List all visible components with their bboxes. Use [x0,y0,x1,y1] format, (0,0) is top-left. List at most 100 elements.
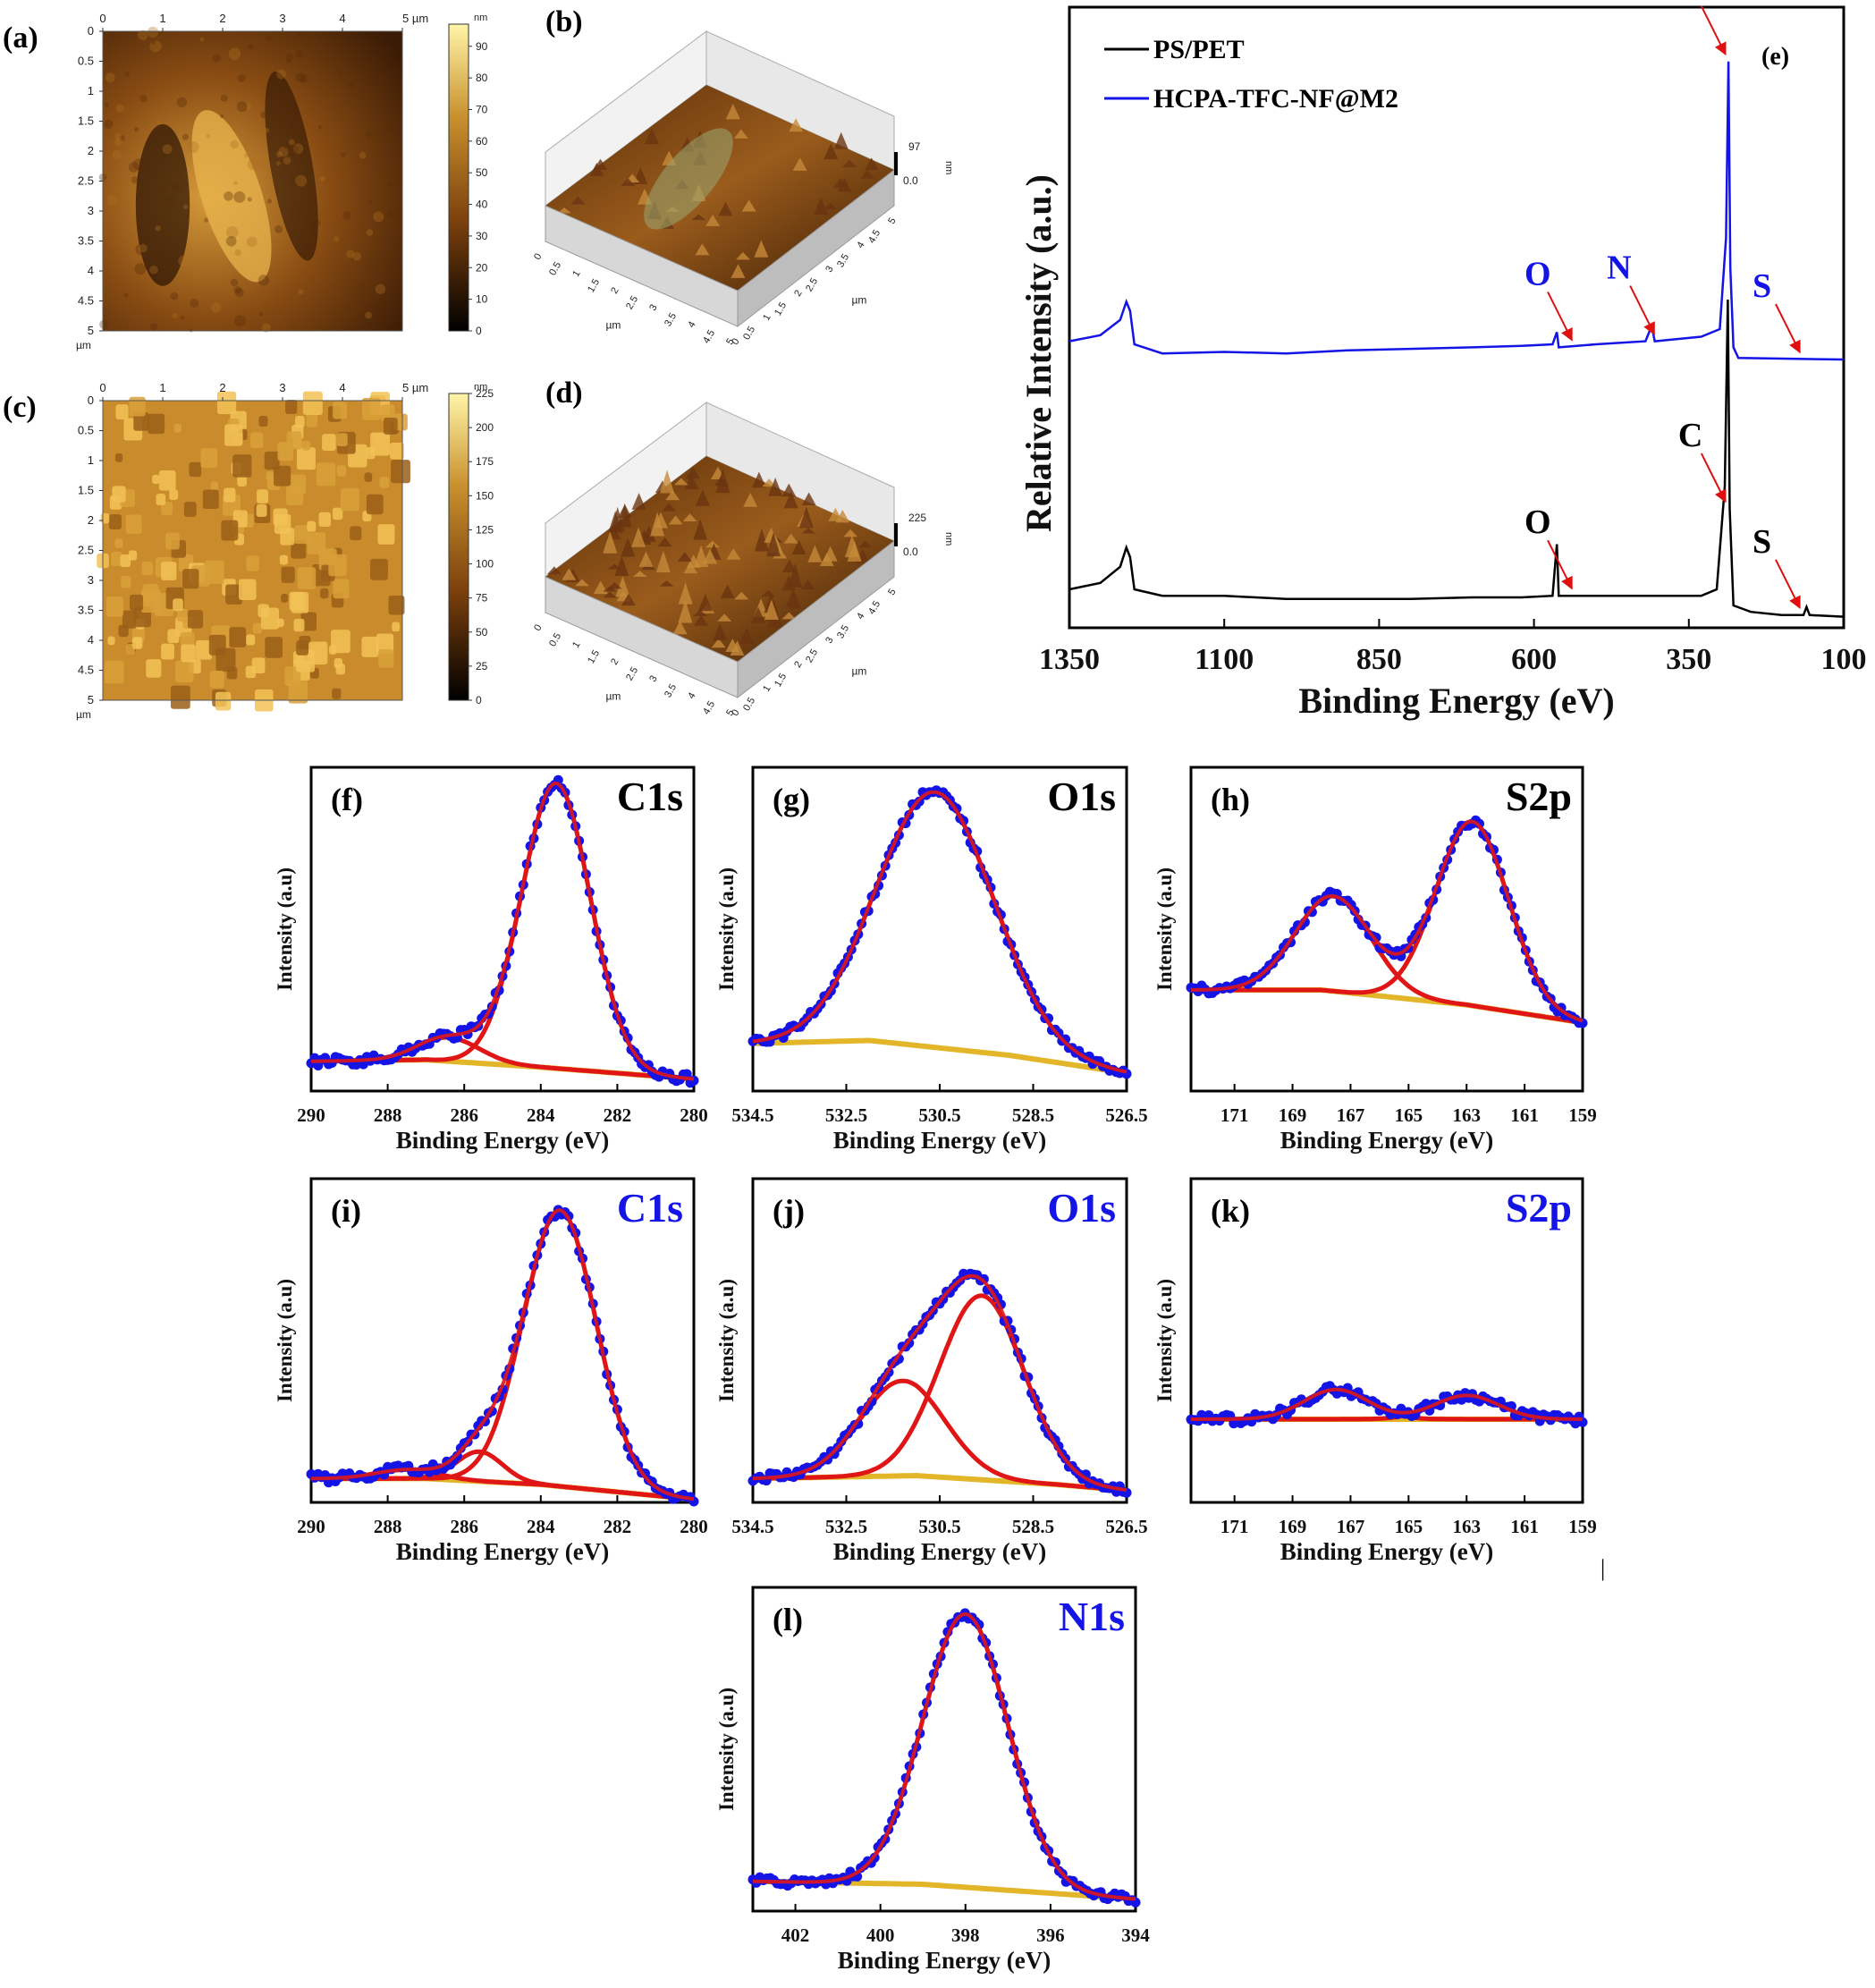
afm-grain [291,540,307,559]
afm-grain [100,512,110,524]
afm-peak [617,503,632,528]
afm-grain [333,579,350,599]
afm-noise [138,30,148,41]
axis-tick-label: 1.5 [586,648,602,665]
afm-grain [210,481,219,492]
afm-peak [682,513,697,521]
afm-peak [788,563,803,588]
afm-grain [221,520,239,541]
afm-grain [131,637,143,649]
afm-noise [182,204,189,209]
afm-grain [295,416,305,427]
x-tick-label: 528.5 [1012,1104,1054,1126]
afm-noise [237,74,246,82]
afm-grain [316,462,336,486]
afm-noise [170,292,179,300]
xps-hr-panel-j: 534.5 532.5 530.5 528.5 526.5 Binding Energy … [715,1177,1148,1565]
afm-y-tick-label: 0 [88,393,94,407]
afm-noise [287,144,299,156]
afm-grain [114,538,123,548]
x-tick-label: 532.5 [825,1104,867,1126]
afm-grain [258,604,269,618]
afm-peak [783,533,798,544]
afm-grain [281,594,289,603]
afm-noise [210,302,222,313]
afm-grain [229,627,247,647]
afm-grain [115,404,129,420]
x-tick-label: 286 [450,1104,478,1126]
element-label: S2p [1506,774,1572,819]
afm-noise [233,190,246,203]
afm-noise [124,72,131,77]
box-wall [705,402,895,542]
fit-envelope [752,790,1128,1074]
stray-bar-mark: | [1601,1555,1605,1581]
element-label: O1s [1047,774,1116,819]
afm-grain [182,569,199,589]
afm-peak [603,530,618,554]
afm-peak [691,214,706,220]
x-tick-label: 163 [1452,1104,1481,1126]
xps-hr-panel-l: 402 400 398 396 394 Binding Energy (eV) Intens… [715,1586,1150,1974]
axis-tick-label: 2 [792,660,804,670]
afm-peak [781,483,797,497]
x-tick-label: 159 [1568,1516,1597,1537]
xps-hr-panel-g: 534.5 532.5 530.5 528.5 526.5 Binding Energy … [715,766,1148,1154]
panel-label: (l) [773,1602,803,1637]
colorbar-tick-label: 10 [476,293,488,306]
afm-grain [389,442,404,460]
afm-grain [279,554,288,565]
element-label: O1s [1047,1185,1116,1231]
afm-noise [314,219,321,226]
x-axis-label: Binding Energy (eV) [1298,681,1614,721]
afm-grain [376,633,394,655]
xps-hr-panel-i: 290 288 286 284 282 280 Binding Energy (eV) Int… [274,1177,708,1565]
afm-peak [791,540,807,554]
afm-peak [857,540,873,548]
axis-tick-label: 5 [724,337,736,347]
afm-peak [655,550,671,573]
afm-peak [833,131,849,149]
plot-frame [751,1586,1137,1913]
afm-peak [792,157,807,171]
axis-tick-label: 3 [823,636,835,646]
afm-noise [387,210,394,217]
afm-grain [140,588,161,613]
x-tick-label: 284 [527,1516,555,1537]
afm-peak [695,489,710,506]
afm-noise [225,235,237,247]
afm-peak [741,199,756,212]
panel-label: (b) [545,5,583,38]
afm-peak [717,613,732,622]
afm-y-tick-label: 3 [88,204,94,217]
afm-noise [266,35,273,42]
afm-noise [151,40,156,45]
x-tick-label: 530.5 [918,1516,960,1537]
axis-tick-label: 5 [886,216,898,226]
x-tick-label: 400 [866,1925,895,1946]
afm-grain [296,447,316,470]
afm-grain [322,434,336,452]
afm-noise [134,263,147,275]
axis-tick-label: 0.5 [741,696,757,713]
afm-noise [266,199,273,204]
afm-noise [244,102,252,110]
x-tick-label: 402 [781,1925,810,1946]
x-tick-label: 534.5 [731,1104,773,1126]
afm-peak [607,582,622,589]
colorbar-tick-label: 60 [476,135,488,148]
afm-peak [621,593,636,606]
afm-peak [743,493,758,507]
afm-grain [239,579,257,600]
component-curve [311,781,695,1081]
x-tick-label: 171 [1220,1516,1249,1537]
colorbar-tick-label: 50 [476,166,488,179]
peak-arrow [1775,303,1801,354]
afm-peak [735,251,750,260]
afm-y-tick-label: 4.5 [78,294,94,308]
afm-grain [158,470,176,491]
afm-noise [234,288,244,298]
x-tick-label: 100 [1821,643,1867,676]
afm-noise [230,140,239,149]
